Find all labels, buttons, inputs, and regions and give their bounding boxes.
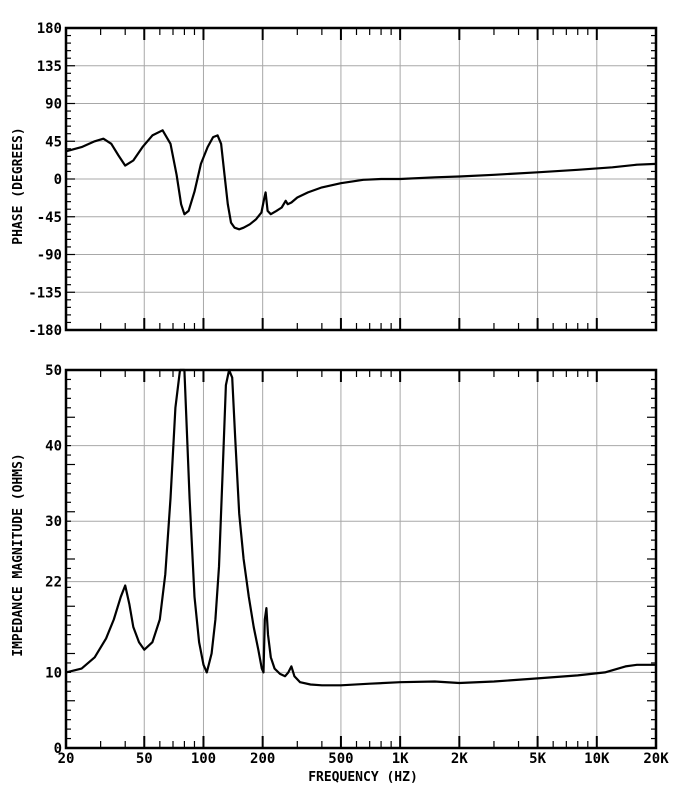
y-tick-label: 0 (54, 172, 62, 188)
y-tick-label: 40 (45, 439, 62, 455)
impedance-axis-title: IMPEDANCE MAGNITUDE (OHMS) (11, 453, 26, 657)
y-tick-label: 22 (45, 575, 62, 591)
impedance-panel: 0 10 22 30 40 50 20 50 100 200 500 1K 2K 5K 10K 20K (45, 363, 669, 767)
plot-frame (64, 368, 658, 750)
y-tick-label: 45 (45, 134, 62, 150)
y-tick-label: -45 (37, 210, 62, 226)
x-tick-label: 10K (584, 751, 610, 767)
y-tick-label: 90 (45, 97, 62, 113)
x-tick-label: 500 (328, 751, 353, 767)
impedance-curve (65, 368, 656, 687)
x-tick-label: 20 (58, 751, 75, 767)
y-tick-label: 30 (45, 514, 62, 530)
phase-curve (65, 129, 657, 231)
phase-axis-title: PHASE (DEGREES) (11, 127, 26, 244)
x-tick-label: 5K (529, 751, 546, 767)
y-tick-label: 180 (37, 21, 62, 37)
y-tick-label: 10 (45, 665, 62, 681)
x-tick-label: 20K (643, 751, 669, 767)
x-tick-label: 2K (451, 751, 468, 767)
y-tick-label: -135 (28, 285, 62, 301)
y-tick-label: -90 (37, 248, 62, 264)
plot-frame (64, 26, 658, 332)
x-tick-label: 1K (392, 751, 409, 767)
x-tick-label: 50 (136, 751, 153, 767)
y-tick-label: -180 (28, 323, 62, 339)
x-tick-label: 200 (250, 751, 275, 767)
y-tick-label: 50 (45, 363, 62, 379)
x-tick-label: 100 (191, 751, 216, 767)
frequency-axis-title: FREQUENCY (HZ) (308, 770, 418, 785)
y-tick-label: 0 (54, 741, 62, 757)
y-tick-label: 135 (37, 59, 62, 75)
phase-panel: 180 135 90 45 0 -45 -90 -135 -180 (28, 21, 658, 339)
